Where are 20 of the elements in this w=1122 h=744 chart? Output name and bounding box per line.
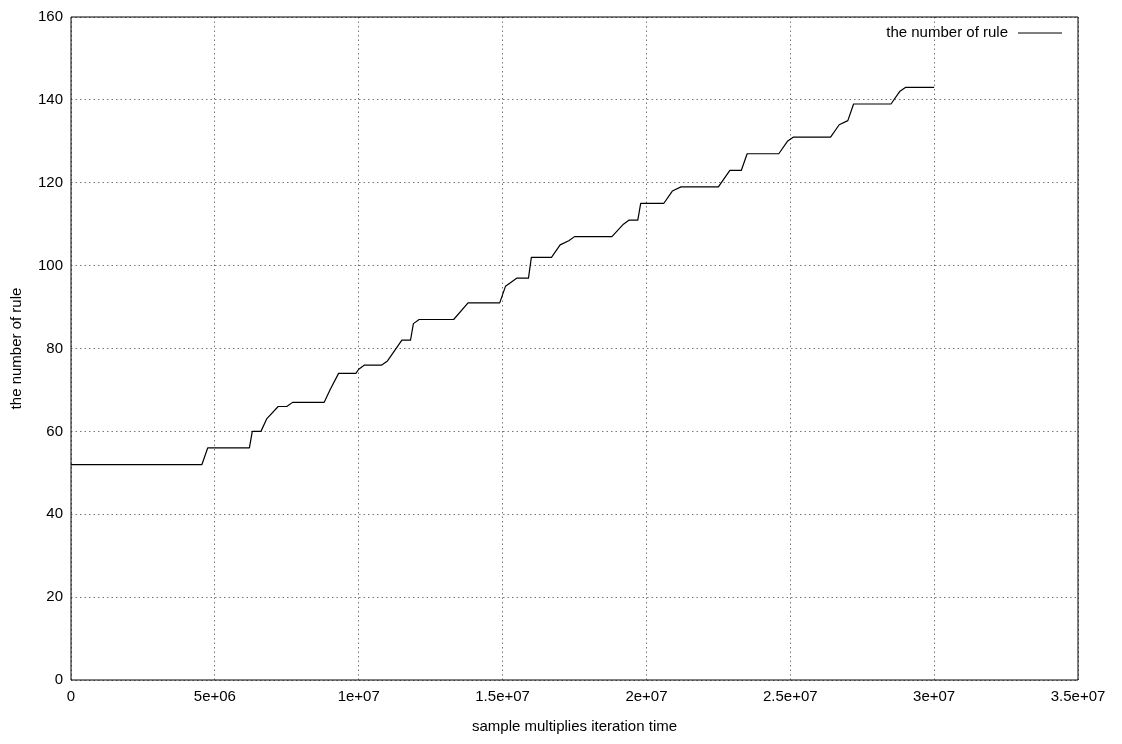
x-tick-label: 3.5e+07 [1050, 687, 1106, 705]
x-tick-label: 1.5e+07 [475, 687, 530, 705]
y-tick-label: 0 [54, 670, 64, 688]
legend-label: the number of rule [886, 23, 1008, 41]
y-tick-label: 40 [46, 504, 64, 522]
y-axis-title: the number of rule [7, 287, 25, 410]
y-tick-label: 140 [38, 90, 64, 108]
x-tick-label: 3e+07 [913, 687, 956, 705]
y-tick-label: 60 [46, 421, 64, 439]
x-tick-label: 1e+07 [337, 687, 380, 705]
x-tick-label: 2e+07 [625, 687, 668, 705]
y-tick-label: 120 [38, 172, 64, 190]
y-tick-label: 20 [46, 587, 64, 605]
x-axis-title: sample multiplies iteration time [471, 717, 678, 735]
x-tick-label: 2.5e+07 [762, 687, 818, 705]
y-tick-label: 80 [46, 338, 64, 356]
y-tick-label: 160 [38, 7, 64, 25]
y-tick-label: 100 [38, 255, 64, 273]
x-tick-label: 0 [66, 687, 76, 705]
x-tick-label: 5e+06 [193, 687, 236, 705]
